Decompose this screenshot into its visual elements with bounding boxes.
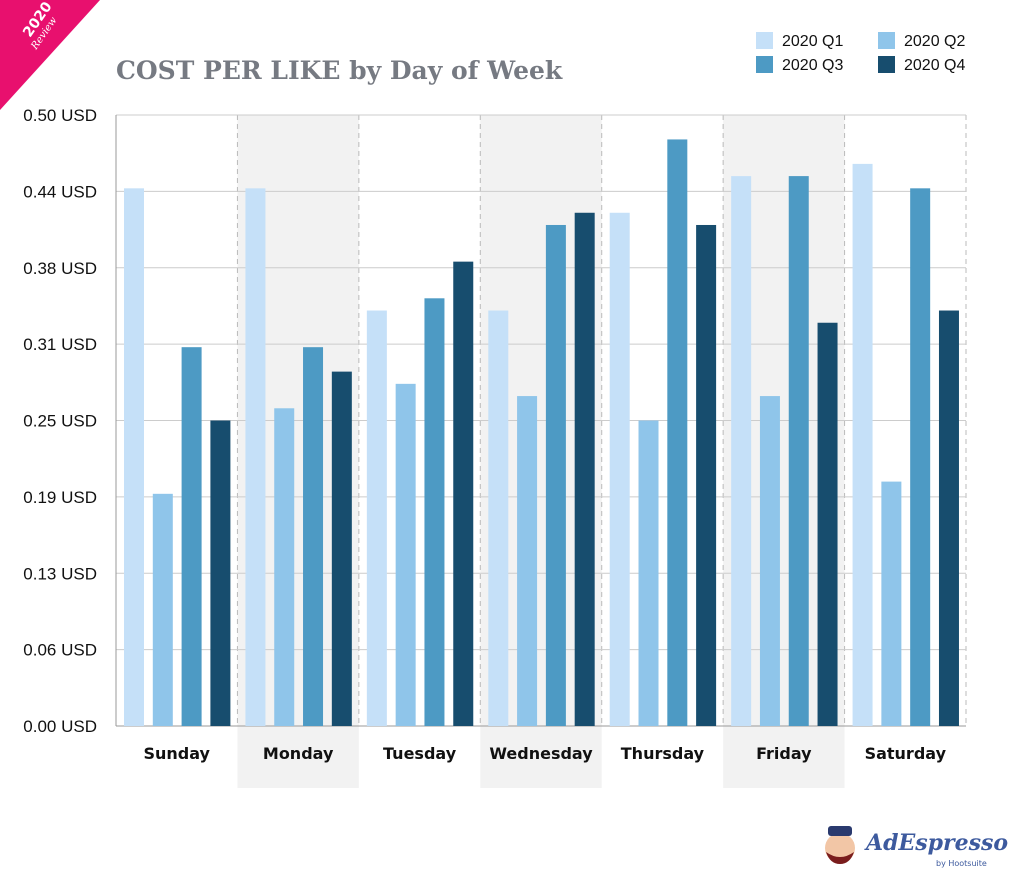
y-tick-label: 0.06 USD bbox=[23, 641, 97, 660]
y-tick-label: 0.44 USD bbox=[23, 182, 97, 201]
bar-2020-q2 bbox=[517, 396, 538, 726]
bar-2020-q3 bbox=[910, 188, 931, 726]
legend-label: 2020 Q2 bbox=[904, 33, 965, 50]
category-label: Saturday bbox=[865, 744, 947, 763]
bar-2020-q1 bbox=[731, 176, 752, 727]
bar-2020-q4 bbox=[938, 310, 959, 726]
bar-2020-q2 bbox=[759, 396, 780, 726]
legend-swatch bbox=[878, 32, 895, 49]
bar-2020-q4 bbox=[817, 322, 838, 726]
bar-2020-q1 bbox=[245, 188, 266, 726]
bar-2020-q1 bbox=[852, 163, 873, 726]
chart-title: COST PER LIKE by Day of Week bbox=[116, 56, 563, 85]
y-tick-label: 0.38 USD bbox=[23, 259, 97, 278]
logo-sub: by Hootsuite bbox=[936, 859, 987, 868]
category-label: Monday bbox=[263, 744, 334, 763]
category-label: Sunday bbox=[143, 744, 210, 763]
bar-2020-q2 bbox=[881, 481, 902, 726]
bar-2020-q2 bbox=[152, 493, 173, 726]
y-tick-label: 0.25 USD bbox=[23, 412, 97, 431]
category-label: Wednesday bbox=[489, 744, 593, 763]
legend-label: 2020 Q1 bbox=[782, 33, 843, 50]
category-label: Tuesday bbox=[383, 744, 457, 763]
category-label: Friday bbox=[756, 744, 812, 763]
bar-2020-q3 bbox=[667, 139, 688, 726]
review-badge: 2020 Review bbox=[0, 0, 100, 110]
bar-2020-q1 bbox=[609, 212, 630, 726]
bar-2020-q2 bbox=[274, 408, 295, 726]
y-tick-label: 0.19 USD bbox=[23, 488, 97, 507]
category-label: Thursday bbox=[621, 744, 705, 763]
bar-2020-q3 bbox=[788, 176, 809, 727]
adespresso-logo: AdEspresso by Hootsuite bbox=[825, 826, 1008, 868]
bar-2020-q4 bbox=[210, 420, 231, 726]
bar-2020-q2 bbox=[638, 420, 659, 726]
y-tick-label: 0.31 USD bbox=[23, 335, 97, 354]
bar-2020-q4 bbox=[574, 212, 595, 726]
y-tick-label: 0.00 USD bbox=[23, 717, 97, 736]
bar-2020-q3 bbox=[545, 224, 566, 727]
legend-label: 2020 Q3 bbox=[782, 57, 843, 74]
bar-2020-q1 bbox=[124, 188, 144, 726]
bar-2020-q4 bbox=[696, 224, 717, 727]
bar-2020-q4 bbox=[453, 261, 474, 726]
bar-2020-q3 bbox=[424, 298, 445, 726]
mascot-icon bbox=[825, 833, 855, 863]
legend-swatch bbox=[878, 56, 895, 73]
badge-ribbon bbox=[0, 0, 100, 110]
bar-2020-q2 bbox=[395, 383, 416, 726]
legend: 2020 Q1 2020 Q2 2020 Q3 2020 Q4 bbox=[756, 32, 965, 74]
bar-2020-q3 bbox=[303, 347, 324, 726]
bar-2020-q3 bbox=[181, 347, 202, 726]
logo-text: AdEspresso bbox=[864, 830, 1008, 856]
legend-label: 2020 Q4 bbox=[904, 57, 965, 74]
bar-2020-q1 bbox=[366, 310, 387, 726]
y-tick-label: 0.13 USD bbox=[23, 564, 97, 583]
legend-swatch bbox=[756, 32, 773, 49]
bar-2020-q1 bbox=[488, 310, 509, 726]
bar-2020-q4 bbox=[331, 371, 352, 726]
y-tick-label: 0.50 USD bbox=[23, 106, 97, 125]
legend-swatch bbox=[756, 56, 773, 73]
